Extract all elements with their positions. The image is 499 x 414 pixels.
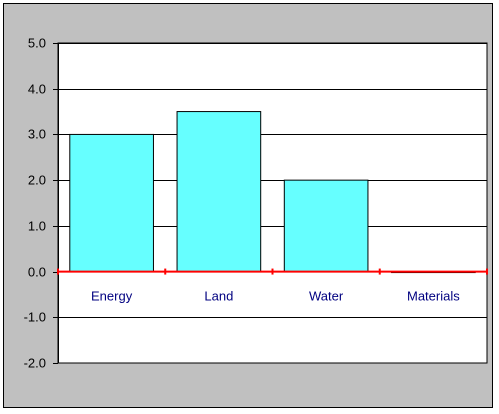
y-tick-label: 0.0 <box>28 265 46 280</box>
bar-water <box>283 179 369 273</box>
y-tick-label: -2.0 <box>24 356 46 371</box>
y-tick-label: -1.0 <box>24 310 46 325</box>
y-axis-ticks: 5.0 4.0 3.0 2.0 1.0 0.0 -1.0 -2.0 <box>24 36 58 371</box>
bars <box>69 111 476 274</box>
category-label-energy: Energy <box>91 289 133 304</box>
y-tick-label: 2.0 <box>28 173 46 188</box>
category-label-water: Water <box>309 289 344 304</box>
y-tick-label: 3.0 <box>28 127 46 142</box>
bar-land <box>176 111 262 273</box>
x-axis-ticks <box>57 268 488 275</box>
category-labels: Energy Land Water Materials <box>91 289 460 304</box>
y-tick-label: 1.0 <box>28 219 46 234</box>
category-label-materials: Materials <box>407 289 460 304</box>
y-tick-label: 5.0 <box>28 36 46 51</box>
category-label-land: Land <box>204 289 233 304</box>
bar-energy <box>69 133 154 273</box>
y-tick-label: 4.0 <box>28 82 46 97</box>
